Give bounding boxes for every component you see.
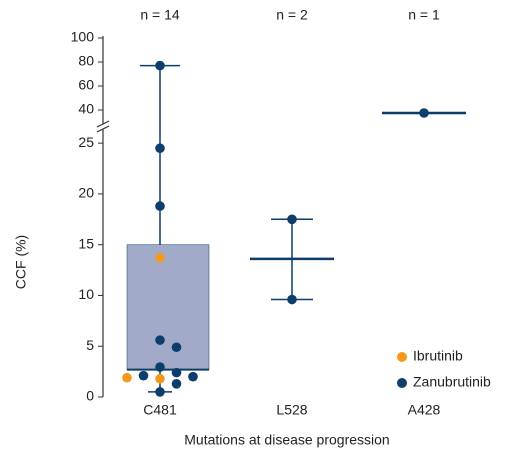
point: [155, 253, 165, 263]
point: [171, 379, 182, 389]
point: [155, 201, 165, 211]
point: [287, 294, 297, 305]
x-tick-label: C481: [143, 402, 177, 418]
point: [155, 60, 165, 71]
box: [126, 244, 210, 370]
point: [122, 372, 132, 383]
x-axis-label: Mutations at disease progression: [184, 432, 389, 448]
point: [155, 387, 165, 397]
point: [155, 373, 165, 384]
point: [171, 367, 182, 378]
annotation: n = 14: [140, 7, 180, 23]
y-tick-label: 80: [78, 53, 94, 69]
point: [287, 214, 297, 225]
x-tick-label: L528: [276, 402, 307, 418]
x-tick-label: A428: [408, 402, 441, 418]
y-tick-label: 0: [86, 388, 94, 404]
y-tick-label: 20: [78, 185, 94, 201]
y-axis-label: CCF (%): [13, 235, 29, 289]
y-tick-label: 40: [78, 101, 94, 117]
legend-marker: [397, 352, 407, 362]
y-tick-label: 25: [78, 134, 94, 150]
legend-label: Zanubrutinib: [413, 374, 491, 390]
point: [171, 342, 182, 353]
point: [419, 108, 429, 118]
annotation: n = 2: [276, 7, 308, 23]
y-tick-label: 100: [71, 29, 95, 45]
point: [138, 370, 149, 381]
y-tick-label: 5: [86, 337, 94, 353]
point: [155, 143, 165, 154]
annotation: n = 1: [408, 7, 440, 23]
y-tick-label: 10: [78, 286, 94, 302]
legend-marker: [397, 378, 407, 388]
point: [155, 362, 165, 372]
axis-break: [96, 120, 110, 128]
y-tick-label: 60: [78, 77, 94, 93]
point: [188, 371, 198, 382]
y-tick-label: 15: [78, 235, 94, 251]
point: [155, 335, 165, 345]
legend-label: Ibrutinib: [413, 348, 463, 364]
axis-break: [96, 125, 110, 133]
